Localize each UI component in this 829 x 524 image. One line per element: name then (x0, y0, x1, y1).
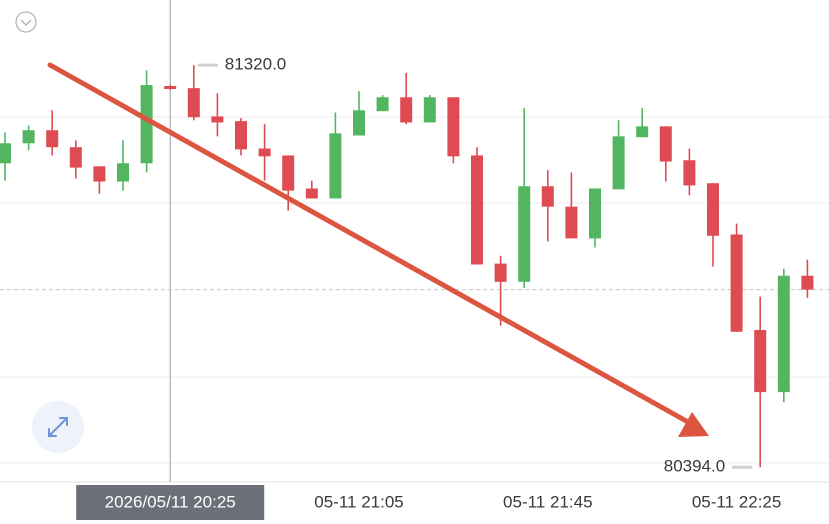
arrow-line (47, 62, 691, 425)
candle-body (636, 126, 649, 138)
candle-body (730, 234, 743, 332)
expand-button[interactable] (32, 401, 84, 453)
candle-body (22, 130, 35, 144)
candle-body (494, 263, 507, 282)
candle-body (353, 110, 365, 136)
candle-body (0, 143, 11, 164)
candle-body (707, 183, 719, 236)
arrow-head (678, 412, 709, 437)
candle-body (518, 186, 531, 282)
extreme-marker-label: 80394.0 (664, 457, 725, 476)
candle-body (305, 188, 318, 199)
x-tick-label: 05-11 22:25 (692, 492, 781, 511)
x-tick-label: 05-11 21:05 (314, 492, 403, 511)
candle-body (447, 97, 460, 157)
collapse-icon[interactable] (15, 11, 37, 33)
candle-body (683, 160, 696, 186)
candle-body (801, 275, 814, 290)
plot-area (0, 0, 829, 482)
candle-body (754, 330, 767, 393)
candle-body (400, 97, 413, 123)
candle-body (565, 206, 578, 239)
candle-body (612, 136, 625, 190)
candle-body (659, 126, 672, 162)
extreme-marker-label: 81320.0 (225, 55, 286, 74)
candle-body (282, 155, 295, 191)
candle-body (471, 155, 483, 265)
candle-body (589, 188, 601, 239)
trend-arrow (47, 62, 709, 437)
candle-body (235, 121, 247, 150)
candle-body (164, 85, 177, 90)
candle-body (69, 147, 82, 168)
grid (0, 116, 829, 483)
x-tick-label: 05-11 21:45 (503, 492, 592, 511)
candle-body (46, 130, 59, 148)
candle-body (777, 275, 790, 393)
candle-body (140, 85, 153, 164)
crosshair-label-box (76, 485, 265, 520)
candle-body (258, 148, 271, 157)
candle-body (187, 88, 200, 118)
candle-body (117, 163, 129, 182)
candle-body (376, 97, 389, 112)
crosshair-label: 2026/05/11 20:25 (105, 492, 236, 511)
candle-body (211, 116, 224, 123)
candle-body (329, 133, 342, 199)
candle-body (423, 97, 436, 123)
candle-body (541, 186, 554, 207)
candle-body (93, 166, 106, 182)
